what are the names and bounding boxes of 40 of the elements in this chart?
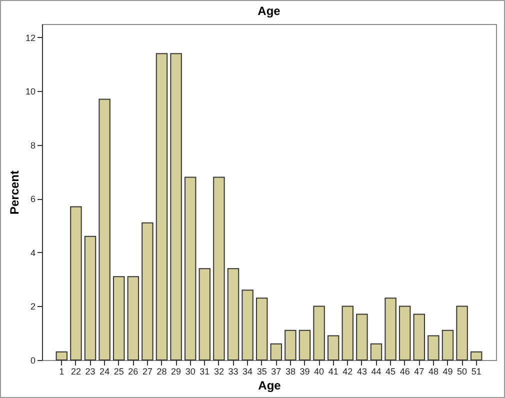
x-tick-label: 31 bbox=[200, 366, 210, 376]
x-tick-label: 50 bbox=[457, 366, 468, 376]
x-tick-label: 45 bbox=[386, 366, 396, 376]
y-tick-label: 4 bbox=[30, 248, 36, 258]
x-tick-label: 23 bbox=[85, 366, 96, 376]
y-tick-label: 6 bbox=[30, 194, 36, 204]
x-tick-label: 37 bbox=[271, 366, 282, 376]
x-tick-label: 29 bbox=[171, 366, 182, 376]
y-axis-title: Percent bbox=[7, 170, 22, 215]
x-tick-label: 42 bbox=[342, 366, 353, 376]
y-tick-label: 0 bbox=[30, 356, 36, 366]
x-tick-label: 27 bbox=[142, 366, 152, 376]
x-tick-label: 26 bbox=[128, 366, 138, 376]
x-tick-label: 25 bbox=[114, 366, 124, 376]
x-tick-label: 47 bbox=[414, 366, 424, 376]
y-tick-label: 8 bbox=[30, 140, 36, 150]
x-tick-label: 40 bbox=[314, 366, 324, 376]
x-axis-title: Age bbox=[258, 378, 282, 392]
y-tick-label: 10 bbox=[25, 86, 36, 97]
x-tick-label: 33 bbox=[228, 366, 238, 376]
x-tick-label: 38 bbox=[285, 366, 296, 376]
x-tick-label: 39 bbox=[300, 366, 310, 376]
x-tick-label: 48 bbox=[428, 366, 438, 376]
x-tick-label: 46 bbox=[400, 366, 410, 376]
x-tick-label: 24 bbox=[100, 366, 110, 376]
x-tick-label: 44 bbox=[371, 366, 382, 376]
x-tick-label: 34 bbox=[242, 366, 253, 376]
x-tick-label: 22 bbox=[70, 366, 81, 376]
y-tick-label: 12 bbox=[25, 32, 36, 43]
x-tick-label: 41 bbox=[328, 366, 338, 376]
x-tick-label: 1 bbox=[59, 366, 64, 376]
y-tick-label: 2 bbox=[30, 302, 36, 312]
chart-title: Age bbox=[258, 4, 281, 18]
x-tick-label: 49 bbox=[442, 366, 453, 376]
x-tick-label: 30 bbox=[185, 366, 196, 376]
x-tick-label: 43 bbox=[356, 366, 367, 376]
x-tick-label: 51 bbox=[471, 366, 482, 376]
x-tick-label: 28 bbox=[156, 366, 167, 376]
x-tick-label: 35 bbox=[256, 366, 267, 376]
x-tick-label: 32 bbox=[214, 366, 224, 376]
